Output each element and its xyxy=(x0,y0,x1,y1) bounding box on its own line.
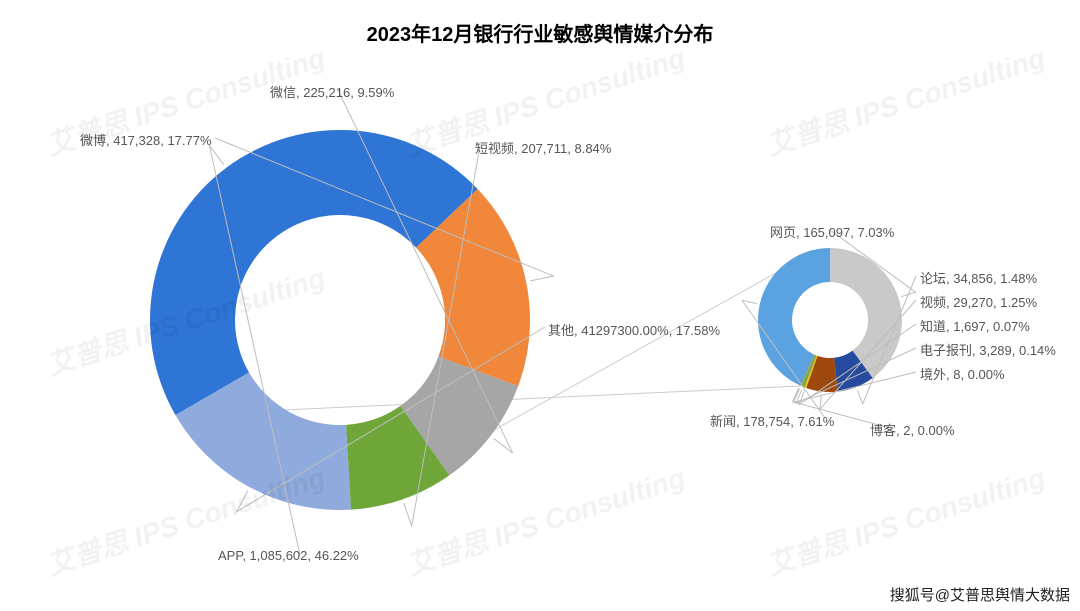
label-abroad: 境外, 8, 0.00% xyxy=(920,364,1005,383)
label-video2: 视频, 29,270, 1.25% xyxy=(920,292,1037,311)
label-weibo: 微博, 417,328, 17.77% xyxy=(80,130,212,149)
label-web: 网页, 165,097, 7.03% xyxy=(770,222,894,241)
label-blog: 博客, 2, 0.00% xyxy=(870,420,955,439)
main-slice-APP xyxy=(150,130,478,415)
label-video: 短视频, 207,711, 8.84% xyxy=(475,138,611,157)
label-news: 新闻, 178,754, 7.61% xyxy=(710,411,834,430)
label-zhidao: 知道, 1,697, 0.07% xyxy=(920,316,1030,335)
chart-svg xyxy=(0,0,1080,611)
label-epub: 电子报刊, 3,289, 0.14% xyxy=(920,340,1056,359)
label-other: 其他, 41297300.00%, 17.58% xyxy=(548,320,720,339)
label-app: APP, 1,085,602, 46.22% xyxy=(218,548,359,563)
label-forum: 论坛, 34,856, 1.48% xyxy=(920,268,1037,287)
attribution-text: 搜狐号@艾普思舆情大数据 xyxy=(890,584,1070,605)
label-wechat: 微信, 225,216, 9.59% xyxy=(270,82,394,101)
